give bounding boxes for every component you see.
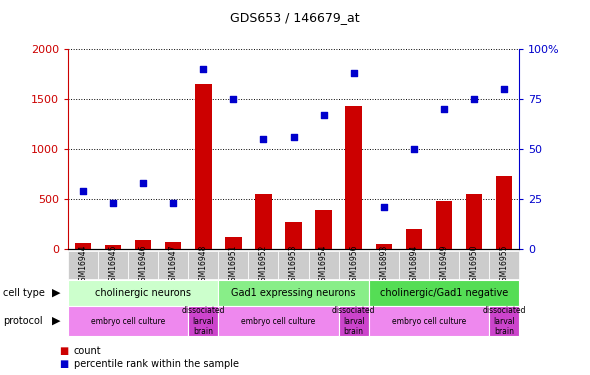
Point — [169, 200, 178, 206]
Text: ▶: ▶ — [52, 288, 60, 298]
Text: GSM16944: GSM16944 — [78, 244, 87, 286]
Bar — [489, 306, 519, 336]
Bar — [68, 306, 188, 336]
Point — [439, 106, 449, 112]
Text: GSM16952: GSM16952 — [259, 244, 268, 286]
Text: dissociated
larval
brain: dissociated larval brain — [332, 306, 375, 336]
Text: ■: ■ — [59, 346, 68, 355]
Text: dissociated
larval
brain: dissociated larval brain — [182, 306, 225, 336]
Text: protocol: protocol — [3, 316, 42, 326]
Text: GSM16951: GSM16951 — [229, 244, 238, 286]
Text: GSM16894: GSM16894 — [409, 244, 418, 286]
Bar — [369, 251, 399, 279]
Bar — [165, 242, 182, 249]
Bar — [98, 251, 128, 279]
Text: GSM16947: GSM16947 — [169, 244, 178, 286]
Bar — [255, 194, 272, 249]
Bar — [339, 306, 369, 336]
Bar — [248, 251, 278, 279]
Bar — [496, 176, 513, 249]
Bar — [218, 251, 248, 279]
Bar — [74, 243, 91, 249]
Bar — [188, 306, 218, 336]
Bar — [285, 222, 302, 249]
Text: GSM16946: GSM16946 — [139, 244, 148, 286]
Bar — [104, 245, 122, 249]
Bar — [399, 251, 429, 279]
Point — [258, 136, 268, 142]
Bar — [405, 229, 422, 249]
Bar — [339, 251, 369, 279]
Text: GSM16954: GSM16954 — [319, 244, 328, 286]
Text: embryo cell culture: embryo cell culture — [392, 316, 466, 326]
Point — [470, 96, 479, 102]
Bar — [68, 251, 98, 279]
Text: percentile rank within the sample: percentile rank within the sample — [74, 359, 239, 369]
Text: GSM16949: GSM16949 — [440, 244, 448, 286]
Bar — [195, 84, 212, 249]
Bar — [345, 106, 362, 249]
Text: GSM16950: GSM16950 — [470, 244, 478, 286]
Text: ▶: ▶ — [52, 316, 60, 326]
Text: embryo cell culture: embryo cell culture — [241, 316, 316, 326]
Text: ■: ■ — [59, 359, 68, 369]
Bar — [225, 237, 242, 249]
Text: GSM16956: GSM16956 — [349, 244, 358, 286]
Point — [228, 96, 238, 102]
Text: cell type: cell type — [3, 288, 45, 298]
Text: GSM16953: GSM16953 — [289, 244, 298, 286]
Point — [289, 134, 298, 140]
Bar — [218, 306, 339, 336]
Text: GSM16948: GSM16948 — [199, 244, 208, 286]
Bar — [489, 251, 519, 279]
Text: GDS653 / 146679_at: GDS653 / 146679_at — [230, 11, 360, 24]
Point — [349, 70, 359, 76]
Point — [319, 112, 328, 118]
Bar — [375, 244, 392, 249]
Bar — [309, 251, 339, 279]
Bar — [188, 251, 218, 279]
Text: GSM16955: GSM16955 — [500, 244, 509, 286]
Text: count: count — [74, 346, 101, 355]
Bar — [435, 201, 453, 249]
Bar — [369, 306, 489, 336]
Text: cholinergic neurons: cholinergic neurons — [95, 288, 191, 298]
Bar — [466, 194, 483, 249]
Bar — [459, 251, 489, 279]
Point — [409, 146, 419, 152]
Text: embryo cell culture: embryo cell culture — [91, 316, 165, 326]
Bar — [128, 251, 158, 279]
Text: GSM16945: GSM16945 — [109, 244, 117, 286]
Bar — [218, 280, 369, 306]
Bar — [429, 251, 459, 279]
Bar — [369, 280, 519, 306]
Bar — [135, 240, 152, 249]
Point — [78, 188, 88, 194]
Text: Gad1 expressing neurons: Gad1 expressing neurons — [231, 288, 356, 298]
Point — [379, 204, 388, 210]
Point — [499, 86, 509, 92]
Text: GSM16893: GSM16893 — [379, 244, 388, 286]
Point — [109, 200, 118, 206]
Bar — [68, 280, 218, 306]
Point — [138, 180, 148, 186]
Bar — [278, 251, 309, 279]
Bar — [158, 251, 188, 279]
Text: cholinergic/Gad1 negative: cholinergic/Gad1 negative — [380, 288, 508, 298]
Bar — [315, 210, 332, 249]
Point — [198, 66, 208, 72]
Text: dissociated
larval
brain: dissociated larval brain — [483, 306, 526, 336]
